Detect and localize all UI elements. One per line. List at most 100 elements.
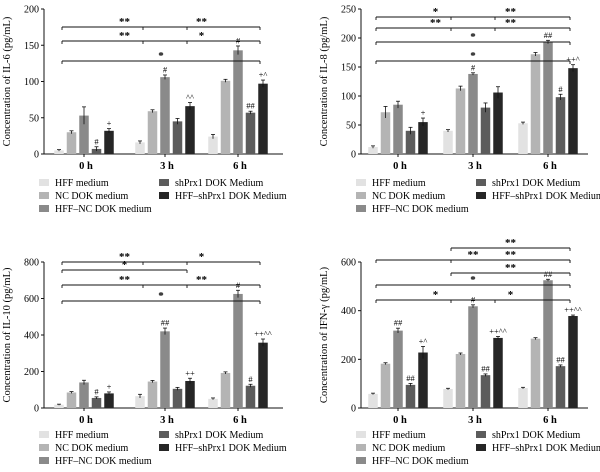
bracket-label: ** [468,249,480,261]
bar [530,54,541,154]
significance-label: # [471,62,476,72]
x-tick-label: 0 h [79,161,93,172]
bar [91,148,102,154]
legend-swatch [39,431,49,438]
significance-label: ## [544,269,553,279]
bar [380,363,391,408]
bar [518,123,528,154]
legend-label: NC DOK medium [372,191,446,202]
bracket-label: * [122,259,128,271]
bracket-label: ** [196,16,208,28]
bar [220,372,231,408]
bar [104,393,114,408]
bar [493,337,503,408]
x-tick-label: 3 h [160,415,174,426]
x-tick-label: 6 h [233,415,247,426]
bracket-label: * [433,289,439,301]
y-tick-label: 400 [24,331,39,342]
bar [135,142,145,154]
bar [54,404,64,408]
significance-label: # [248,374,253,384]
bar [79,115,89,154]
bracket-label: * [199,251,205,263]
bar [91,397,102,408]
legend-label: HFF–NC DOK medium [372,204,469,215]
legend-label: HFF medium [372,178,426,189]
legend-swatch [39,205,49,212]
bar [233,293,243,408]
significance-label: # [163,64,168,74]
bar [480,375,491,408]
bar [443,389,453,408]
legend-swatch [356,179,366,186]
y-tick-label: 200 [341,355,356,366]
y-tick-label: 0 [351,404,356,415]
bracket-label: ** [505,262,517,274]
bar [185,106,195,154]
legend-swatch [476,431,486,438]
legend-swatch [39,444,49,451]
bracket-label: * [199,30,205,42]
bar [147,381,158,408]
significance-label: # [471,294,476,304]
bar [135,396,145,408]
legend-label: HFF medium [55,178,109,189]
x-tick-label: 0 h [79,415,93,426]
bracket-label: ** [505,6,517,18]
bar [543,42,553,155]
bar [66,392,77,408]
bracket-label: * [508,289,514,301]
il10-chart-panel: 0 200 400 600 800 Concentration of IL-10 (pg/… [2,251,287,467]
bracket-label: * [470,50,476,62]
il8-chart-panel: 0 50 100 150 200 250 Concentration of IL-8 (pg… [319,5,600,216]
legend-label: HFF–NC DOK medium [55,204,152,215]
bar [220,80,231,154]
legend-label: shPrx1 DOK Medium [175,430,264,441]
y-tick-label: 150 [341,63,356,74]
significance-label: ## [556,354,565,364]
bar [258,342,268,408]
legend-swatch [356,192,366,199]
significance-label: ## [161,318,170,328]
bar [104,130,114,154]
legend-swatch [356,444,366,451]
bar [393,330,403,408]
bar [393,104,403,154]
legend-label: shPrx1 DOK Medium [492,430,581,441]
significance-label: ++^^ [254,329,272,339]
bracket-label: * [158,290,164,302]
legend-label: HFF–shPrx1 DOK Medium [492,443,600,454]
bar [160,77,170,154]
ifng-chart-panel: 0 200 400 600 Concentration of IFN-γ (pg/mL)… [319,237,600,467]
y-axis-label: Concentration of IFN-γ (pg/mL) [319,266,330,403]
significance-label: ++^^ [489,326,507,336]
legend-swatch [476,444,486,451]
bar [568,316,578,408]
significance-label: ## [406,373,415,383]
legend-swatch [39,179,49,186]
bar [208,136,218,154]
bracket-label: ** [505,17,517,29]
y-tick-label: 0 [34,150,39,161]
y-axis-label: Concentration of IL-10 (pg/mL) [2,267,13,403]
significance-label: # [558,84,563,94]
bar [160,331,170,408]
bracket-label: ** [119,251,131,263]
bar [493,92,503,154]
legend-label: NC DOK medium [372,443,446,454]
significance-label: ## [544,30,553,40]
legend-swatch [356,431,366,438]
y-tick-label: 600 [24,294,39,305]
x-tick-label: 0 h [393,161,407,172]
legend-swatch [476,192,486,199]
bracket-label: ** [196,274,208,286]
bracket-label: * [470,31,476,43]
bar [368,393,378,408]
bar [405,384,416,408]
significance-label: ++^^ [564,305,582,315]
y-tick-label: 150 [24,41,39,52]
bar [245,385,256,408]
legend-label: shPrx1 DOK Medium [175,178,264,189]
bar [172,121,183,154]
bar [530,338,541,408]
